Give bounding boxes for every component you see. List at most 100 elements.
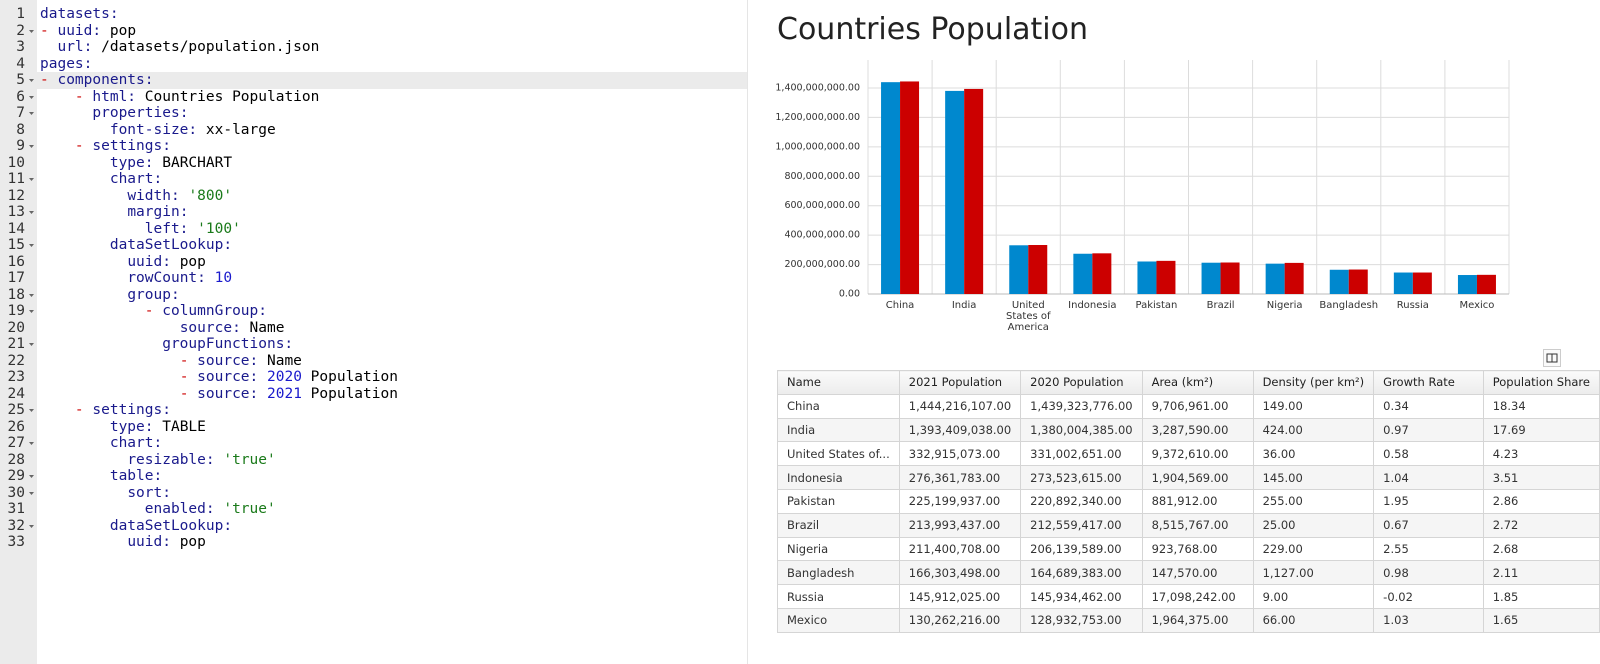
column-header[interactable]: Growth Rate (1373, 370, 1484, 395)
table-cell: 0.97 (1373, 417, 1484, 443)
code-line: 13 margin: (0, 204, 747, 221)
y-tick-label: 1,200,000,000.00 (775, 112, 860, 123)
fold-arrow-shape (29, 343, 34, 346)
code-token: chart: (109, 171, 163, 187)
line-number: 30 (7, 484, 25, 501)
column-header[interactable]: Density (per km²) (1252, 370, 1375, 395)
code-text: - columnGroup: (40, 303, 267, 320)
table-cell: 3,287,590.00 (1141, 417, 1254, 443)
table-cell: 145,912,025.00 (898, 584, 1022, 609)
fold-arrow (29, 409, 34, 412)
x-tick-label: Pakistan (1135, 300, 1178, 311)
code-text: sort: (40, 485, 171, 502)
x-tick-label-box: Nigeria (1266, 300, 1303, 311)
code-line: 15 dataSetLookup: (0, 237, 747, 254)
table-cell: Bangladesh (777, 560, 900, 586)
table-cell: China (777, 393, 900, 419)
y-tick-label: 600,000,000.00 (784, 200, 860, 211)
code-text: - settings: (40, 402, 171, 419)
column-header[interactable]: Population Share (1482, 370, 1600, 395)
code-line: 4 pages: (0, 56, 747, 73)
table-cell: 1.04 (1373, 465, 1484, 490)
code-text: - components: (40, 72, 154, 89)
code-line: 23 - source: 2020 Population (0, 369, 747, 386)
fold-arrow-shape (29, 491, 34, 495)
code-editor[interactable]: 1 datasets: 2- uuid: pop 3 url: /datasets/p… (0, 0, 748, 664)
x-tick-label-box: India (952, 300, 977, 311)
column-toggle-icon[interactable] (1543, 349, 1561, 367)
table-cell: 2.72 (1482, 512, 1600, 538)
code-text: rowCount: 10 (40, 270, 232, 287)
code-token: 10 (214, 270, 233, 286)
bar (1265, 263, 1285, 294)
table-cell: 25.00 (1252, 512, 1375, 538)
code-text: uuid: pop (40, 534, 206, 551)
code-text: url: /datasets/population.json (40, 39, 319, 56)
code-token: source: (197, 385, 259, 402)
code-token: - (74, 402, 84, 418)
code-text: properties: (40, 105, 188, 122)
x-tick-label-box: Pakistan (1135, 300, 1178, 311)
code-token: pop (170, 534, 206, 550)
table-cell: 206,139,589.00 (1020, 536, 1143, 562)
code-text: enabled: 'true' (40, 501, 276, 518)
table-cell: 164,689,383.00 (1020, 560, 1143, 586)
column-header[interactable]: Name (777, 370, 900, 395)
table-cell: 17,098,242.00 (1141, 584, 1254, 609)
code-text: resizable: 'true' (40, 452, 275, 469)
code-token (40, 419, 110, 435)
column-header[interactable]: 2021 Population (898, 370, 1022, 395)
code-token: columnGroup: (162, 303, 267, 319)
x-tick-label: Nigeria (1266, 300, 1303, 311)
x-tick-label: Bangladesh (1319, 300, 1379, 311)
code-token: '100' (197, 220, 241, 237)
code-text: width: '800' (40, 188, 232, 205)
line-number: 21 (7, 336, 25, 352)
code-token (40, 386, 180, 402)
code-token (40, 534, 127, 550)
code-text: - html: Countries Population (40, 89, 319, 106)
fold-arrow-shape (29, 211, 34, 214)
code-line: 16 uuid: pop (0, 254, 747, 271)
code-token: type: (109, 418, 154, 435)
code-token (40, 485, 127, 501)
code-line: 7 properties: (0, 105, 747, 122)
code-line: 25 - settings: (0, 402, 747, 419)
code-line: 22 - source: Name (0, 353, 747, 370)
fold-arrow-shape (29, 178, 34, 181)
table-cell: 147,570.00 (1141, 560, 1254, 586)
x-tick-label-box: Bangladesh (1319, 300, 1379, 311)
table-cell: 9.00 (1252, 584, 1375, 609)
line-number: 2 (16, 22, 25, 39)
table-cell: Nigeria (777, 536, 900, 562)
code-token (40, 435, 110, 451)
code-token: - (179, 385, 189, 402)
code-text: type: BARCHART (40, 155, 232, 172)
code-token: dataSetLookup: (109, 237, 233, 253)
table-cell: 0.58 (1373, 441, 1484, 467)
column-header[interactable]: Area (km²) (1141, 370, 1254, 395)
code-token (188, 369, 197, 385)
table-cell: 225,199,937.00 (898, 488, 1022, 514)
table-cell: 128,932,753.00 (1020, 607, 1143, 633)
line-number: 26 (7, 418, 25, 435)
bar (1137, 261, 1157, 294)
code-token (258, 386, 267, 402)
code-text: left: '100' (40, 221, 241, 238)
code-text: - settings: (40, 138, 171, 155)
fold-arrow-shape (29, 524, 34, 528)
code-line: 1 datasets: (0, 6, 747, 23)
table-cell: Mexico (777, 607, 900, 633)
table-row: India 1,393,409,038.00 1,380,004,385.00 3,2… (777, 417, 1600, 443)
line-number: 9 (16, 138, 25, 154)
code-token: settings: (92, 402, 171, 418)
code-line: 33 uuid: pop (0, 534, 747, 551)
page-title: Countries Population (777, 12, 1089, 47)
column-header[interactable]: 2020 Population (1020, 370, 1143, 395)
code-token: dataSetLookup: (109, 517, 233, 534)
code-token: Name (258, 352, 302, 369)
table-row: Nigeria 211,400,708.00 206,139,589.00 923,7… (777, 536, 1600, 562)
y-tick-label: 0.00 (839, 289, 860, 300)
table-cell: Brazil (777, 512, 900, 538)
code-text: chart: (40, 435, 162, 452)
